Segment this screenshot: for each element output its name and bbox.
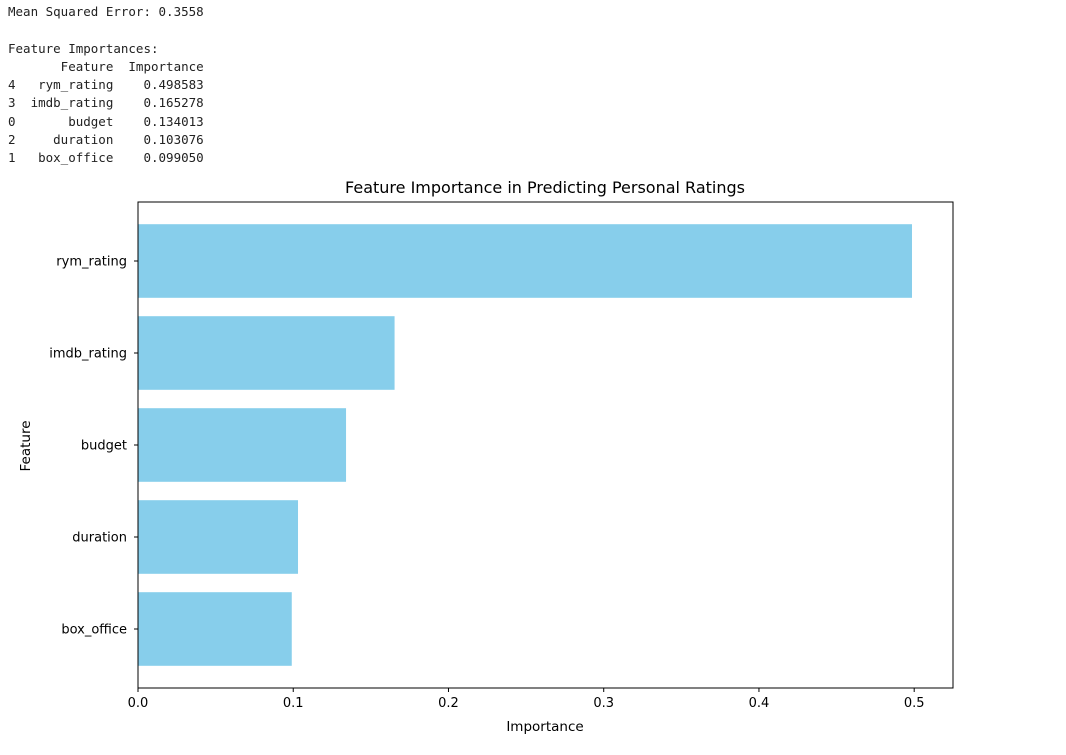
bar-rym-rating xyxy=(138,224,912,298)
console-line: Feature Importance xyxy=(8,58,204,74)
x-tick-label: 0.4 xyxy=(749,696,770,711)
bar-budget xyxy=(138,408,347,482)
console-line: 3 imdb_rating 0.165278 xyxy=(8,95,204,111)
y-tick-label: box_office xyxy=(61,623,127,638)
x-tick-label: 0.2 xyxy=(438,696,459,711)
console-line: 2 duration 0.103076 xyxy=(8,132,204,148)
x-tick-label: 0.5 xyxy=(904,696,925,711)
bar-duration xyxy=(138,500,299,574)
bar-imdb-rating xyxy=(138,316,395,390)
x-tick-label: 0.1 xyxy=(283,696,304,711)
x-tick-label: 0.3 xyxy=(593,696,614,711)
bars-group xyxy=(138,224,912,666)
x-tick-label: 0.0 xyxy=(128,696,149,711)
feature-importance-chart: Feature Importance in Predicting Persona… xyxy=(18,178,954,735)
y-tick-label: budget xyxy=(81,439,127,454)
y-tick-label: imdb_rating xyxy=(49,347,127,362)
console-line: 1 box_office 0.099050 xyxy=(8,150,204,166)
bar-box-office xyxy=(138,592,292,666)
console-line: 4 rym_rating 0.498583 xyxy=(8,77,204,93)
y-axis-label: Feature xyxy=(18,420,34,471)
console-line: Mean Squared Error: 0.3558 xyxy=(8,4,204,19)
y-tick-label: duration xyxy=(72,531,127,546)
console-output: Mean Squared Error: 0.3558 Feature Impor… xyxy=(8,3,204,168)
x-axis-label: Importance xyxy=(506,719,583,735)
y-tick-label: rym_rating xyxy=(56,255,127,270)
console-line: Feature Importances: xyxy=(8,40,159,56)
console-line: 0 budget 0.134013 xyxy=(8,113,204,129)
chart-title: Feature Importance in Predicting Persona… xyxy=(345,178,745,197)
x-axis-ticks: 0.0 0.1 0.2 0.3 0.4 0.5 xyxy=(128,688,925,711)
